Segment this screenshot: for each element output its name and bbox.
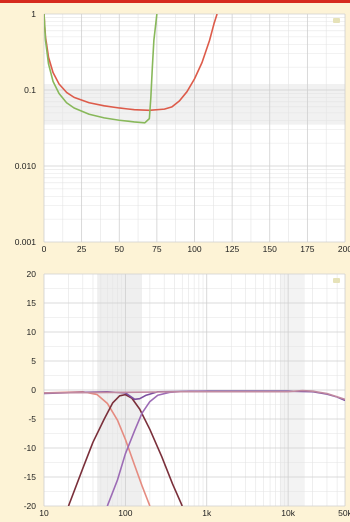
y-tick-label: 15 xyxy=(27,298,37,308)
x-tick-label: 150 xyxy=(263,244,277,254)
series-line-5 xyxy=(44,389,345,401)
y-tick-label: 0.001 xyxy=(15,237,37,247)
x-tick-label: 100 xyxy=(118,508,132,517)
x-tick-label: 10 xyxy=(39,508,49,517)
top-rule xyxy=(0,0,350,3)
chart-1: 0 25 50 75 100 125 150 175 200 0.001 0.010 0.1 1 xyxy=(15,9,350,254)
y-tick-label: -5 xyxy=(28,414,36,424)
x-tick-label: 1k xyxy=(202,508,212,517)
x-tick-label: 75 xyxy=(152,244,162,254)
y-tick-label: -15 xyxy=(24,472,37,482)
x-tick-label: 100 xyxy=(187,244,201,254)
x-tick-label: 50 xyxy=(115,244,125,254)
y-tick-label: 20 xyxy=(27,269,37,279)
x-tick-label: 50k xyxy=(338,508,350,517)
series-line-2 xyxy=(44,14,158,124)
y-tick-label: 0.010 xyxy=(15,161,37,171)
y-tick-label: 1 xyxy=(31,9,36,19)
series-line-2 xyxy=(67,393,183,506)
y-tick-label: -10 xyxy=(24,443,37,453)
corner-mark-icon xyxy=(333,18,340,23)
x-tick-label: 25 xyxy=(77,244,87,254)
y-tick-label: 0 xyxy=(31,385,36,395)
y-tick-label: 0.1 xyxy=(24,85,36,95)
y-tick-label: 10 xyxy=(27,327,37,337)
series-line-1 xyxy=(44,14,218,112)
x-tick-label: 200 xyxy=(338,244,350,254)
x-tick-label: 125 xyxy=(225,244,239,254)
x-tick-label: 0 xyxy=(42,244,47,254)
x-tick-label: 10k xyxy=(281,508,295,517)
y-tick-label: 5 xyxy=(31,356,36,366)
corner-mark-icon xyxy=(333,278,340,283)
chart-2: 10 100 1k 10k 50k 20 15 10 5 0 -5 -10 -15 -20 xyxy=(24,269,350,518)
x-tick-label: 175 xyxy=(300,244,314,254)
y-tick-label: -20 xyxy=(24,501,37,511)
